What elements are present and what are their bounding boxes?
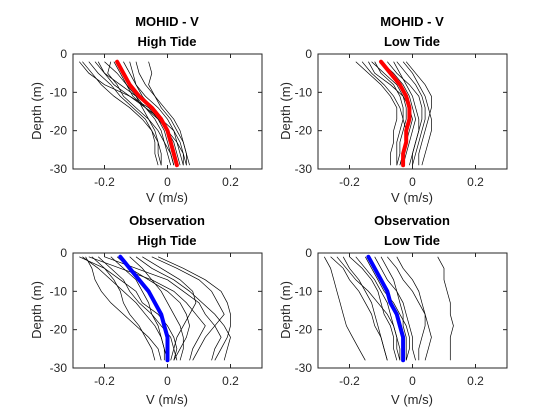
y-tick-label: -20 [295,323,313,337]
y-tick-label: -20 [50,124,68,138]
y-tick-label: 0 [60,246,67,260]
y-axis-label: Depth (m) [29,281,44,339]
profile-line-12 [142,256,197,361]
y-tick-label: -10 [50,85,68,99]
profile-line-12 [94,61,172,166]
profile-line-5 [387,256,432,361]
panel-mohid-low-tide: MOHID - V Low Tide -0.2 0 0.2 0 -10 -20 -30 V … [278,14,508,205]
profile-line-5 [151,256,225,361]
panel-observation-high-tide: Observation High Tide -0.2 0 0.2 0 -10 -20 -30… [29,213,263,407]
plot-area [323,254,454,363]
profile-line-14 [157,256,231,361]
x-tick-label: 0 [164,175,171,189]
mean-profile-line [366,254,406,363]
y-axis-label: Depth (m) [29,82,44,140]
y-tick-label: -10 [295,85,313,99]
profile-line-3 [104,256,222,361]
profile-line-8 [393,61,420,166]
profile-line-7 [97,256,178,361]
y-tick-label: -20 [295,124,313,138]
y-tick-label: -10 [295,284,313,298]
panel-title-line2: High Tide [138,233,197,248]
panel-title-line2: Low Tide [384,34,440,49]
panel-title-line2: Low Tide [384,233,440,248]
x-tick-label: -0.2 [94,175,115,189]
x-tick-label: 0 [409,175,416,189]
plot-area [79,254,231,363]
x-tick-label: -0.2 [339,374,360,388]
profile-line-3 [355,256,401,361]
x-axis-label: V (m/s) [391,190,433,205]
profile-line-2 [97,61,187,166]
mean-profile-line [379,59,412,168]
tick-group: -0.2 0 0.2 0 -10 -20 -30 [50,246,262,388]
x-tick-label: 0.2 [222,374,239,388]
profile-line-1 [323,256,366,361]
tick-group: -0.2 0 0.2 0 -10 -20 -30 [295,246,507,388]
profile-line-11 [380,256,407,361]
x-tick-label: 0.2 [467,374,484,388]
panel-title-line1: MOHID - V [135,14,199,29]
profile-line-8 [364,256,410,361]
profile-line-7 [380,61,416,166]
x-tick-label: -0.2 [94,374,115,388]
y-tick-label: -10 [50,284,68,298]
profile-line-8 [110,256,168,361]
plot-area [355,59,432,168]
mean-profile-line [115,59,179,168]
x-axis-label: V (m/s) [146,392,188,407]
profile-line-3 [374,61,404,166]
x-tick-label: 0 [164,374,171,388]
panel-observation-low-tide: Observation Low Tide -0.2 0 0.20-10-20-30 … [278,213,508,407]
tick-group: -0.2 0 0.2 0 -10 -20 -30 [295,47,507,189]
profile-line-4 [135,256,231,361]
profile-line-7 [88,61,162,166]
profile-line-6 [330,256,388,361]
profile-line-6 [148,61,187,166]
panel-title-line1: MOHID - V [380,14,444,29]
y-tick-label: -30 [50,162,68,176]
y-tick-label: -30 [295,361,313,375]
y-axis-label: Depth (m) [278,281,293,339]
profile-line-11 [371,61,407,166]
profile-line-10 [437,256,454,361]
profile-line-4 [374,256,416,361]
profile-line-10 [113,61,184,166]
profile-line-9 [355,61,398,166]
panel-title-line1: Observation [129,213,205,228]
y-tick-label: -30 [50,361,68,375]
profile-line-8 [104,61,162,166]
profile-line-9 [82,61,159,166]
x-tick-label: 0 [409,374,416,388]
y-tick-label: -20 [50,323,68,337]
profile-line-4 [396,61,426,166]
profile-line-12 [336,256,401,361]
y-axis-label: Depth (m) [278,82,293,140]
x-tick-label: -0.2 [339,175,360,189]
x-axis-label: V (m/s) [146,190,188,205]
profile-line-13 [85,256,162,361]
x-tick-label: 0.2 [222,175,239,189]
x-tick-label: 0.2 [467,175,484,189]
profile-line-10 [91,256,156,361]
profile-line-9 [396,256,426,361]
mean-profile-line [118,254,170,363]
axes-box [317,53,508,170]
x-axis-label: V (m/s) [391,392,433,407]
profile-line-10 [402,61,432,166]
plot-area [79,59,190,168]
panel-title-line1: Observation [374,213,450,228]
panel-mohid-high-tide: MOHID - V High Tide -0.2 0 0.2 0 -10 -20 -30 V… [29,14,263,205]
profile-line-11 [129,61,184,166]
y-tick-label: -30 [295,162,313,176]
tick-group: -0.2 0 0.2 0 -10 -20 -30 [50,47,262,189]
panel-title-line2: High Tide [138,34,197,49]
profile-line-11 [116,256,190,361]
y-tick-label: 0 [305,47,312,61]
y-tick-label: 0 [305,246,312,260]
axes-box [317,252,508,369]
y-tick-label: 0 [60,47,67,61]
